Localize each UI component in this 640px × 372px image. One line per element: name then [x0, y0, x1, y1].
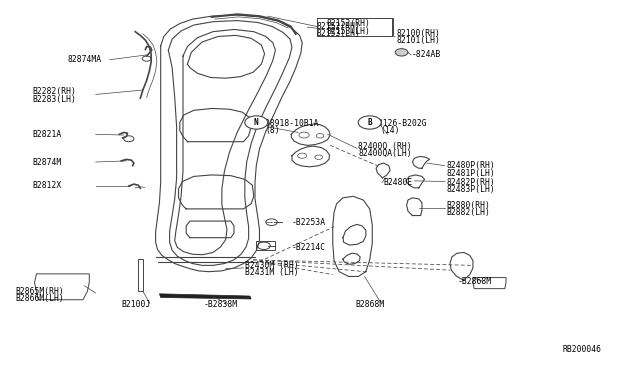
Text: B2430M (RH): B2430M (RH) — [245, 261, 298, 270]
Text: B2812X: B2812X — [32, 182, 61, 190]
Text: B2480E: B2480E — [384, 178, 413, 187]
Text: B2882(LH): B2882(LH) — [446, 208, 490, 217]
Text: B2282(RH): B2282(RH) — [32, 87, 76, 96]
Text: B2865M(RH): B2865M(RH) — [15, 287, 64, 296]
Text: 82153(LH): 82153(LH) — [317, 29, 361, 38]
Text: B2868M: B2868M — [355, 300, 384, 309]
Text: 82482P(RH): 82482P(RH) — [446, 178, 495, 187]
Text: -B2868M: -B2868M — [458, 277, 492, 286]
Circle shape — [358, 116, 381, 129]
Circle shape — [245, 116, 268, 129]
Text: B2431M (LH): B2431M (LH) — [245, 268, 298, 277]
Text: 82480P(RH): 82480P(RH) — [446, 161, 495, 170]
Text: 82101(LH): 82101(LH) — [396, 36, 440, 45]
Text: 82400Q (RH): 82400Q (RH) — [358, 142, 412, 151]
Text: B2874M: B2874M — [32, 157, 61, 167]
Bar — [317, 17, 394, 35]
Text: -B2214C: -B2214C — [291, 243, 326, 252]
Text: B2866M(LH): B2866M(LH) — [15, 294, 64, 303]
Text: 82874MA: 82874MA — [67, 55, 101, 64]
Text: 82483P(LH): 82483P(LH) — [446, 185, 495, 194]
Text: 82152(RH): 82152(RH) — [317, 22, 361, 31]
Text: B: B — [367, 118, 372, 127]
Text: 82100(RH): 82100(RH) — [396, 29, 440, 38]
Text: B2100J: B2100J — [121, 300, 150, 310]
Text: B2821A: B2821A — [32, 130, 61, 139]
Text: B2283(LH): B2283(LH) — [32, 95, 76, 104]
Text: 82481P(LH): 82481P(LH) — [446, 169, 495, 177]
Circle shape — [395, 49, 408, 56]
Polygon shape — [159, 294, 251, 299]
Text: B2880(RH): B2880(RH) — [446, 201, 490, 210]
Text: 82152(RH): 82152(RH) — [326, 19, 371, 28]
Text: 82400QA(LH): 82400QA(LH) — [358, 149, 412, 158]
Text: N: N — [254, 118, 259, 127]
Text: N08918-10B1A: N08918-10B1A — [260, 119, 319, 128]
Text: -B2838M: -B2838M — [204, 300, 238, 310]
Text: (8): (8) — [266, 126, 280, 135]
Bar — [317, 18, 392, 36]
Text: 82153(LH): 82153(LH) — [326, 27, 371, 36]
Text: (14): (14) — [380, 126, 399, 135]
Text: 82153(LH): 82153(LH) — [326, 27, 371, 36]
Text: 08126-B202G: 08126-B202G — [374, 119, 427, 128]
Text: -B2253A: -B2253A — [291, 218, 326, 227]
Text: RB200046: RB200046 — [562, 345, 601, 354]
Text: 82152(RH): 82152(RH) — [326, 19, 371, 28]
Text: -824AB: -824AB — [411, 51, 440, 60]
